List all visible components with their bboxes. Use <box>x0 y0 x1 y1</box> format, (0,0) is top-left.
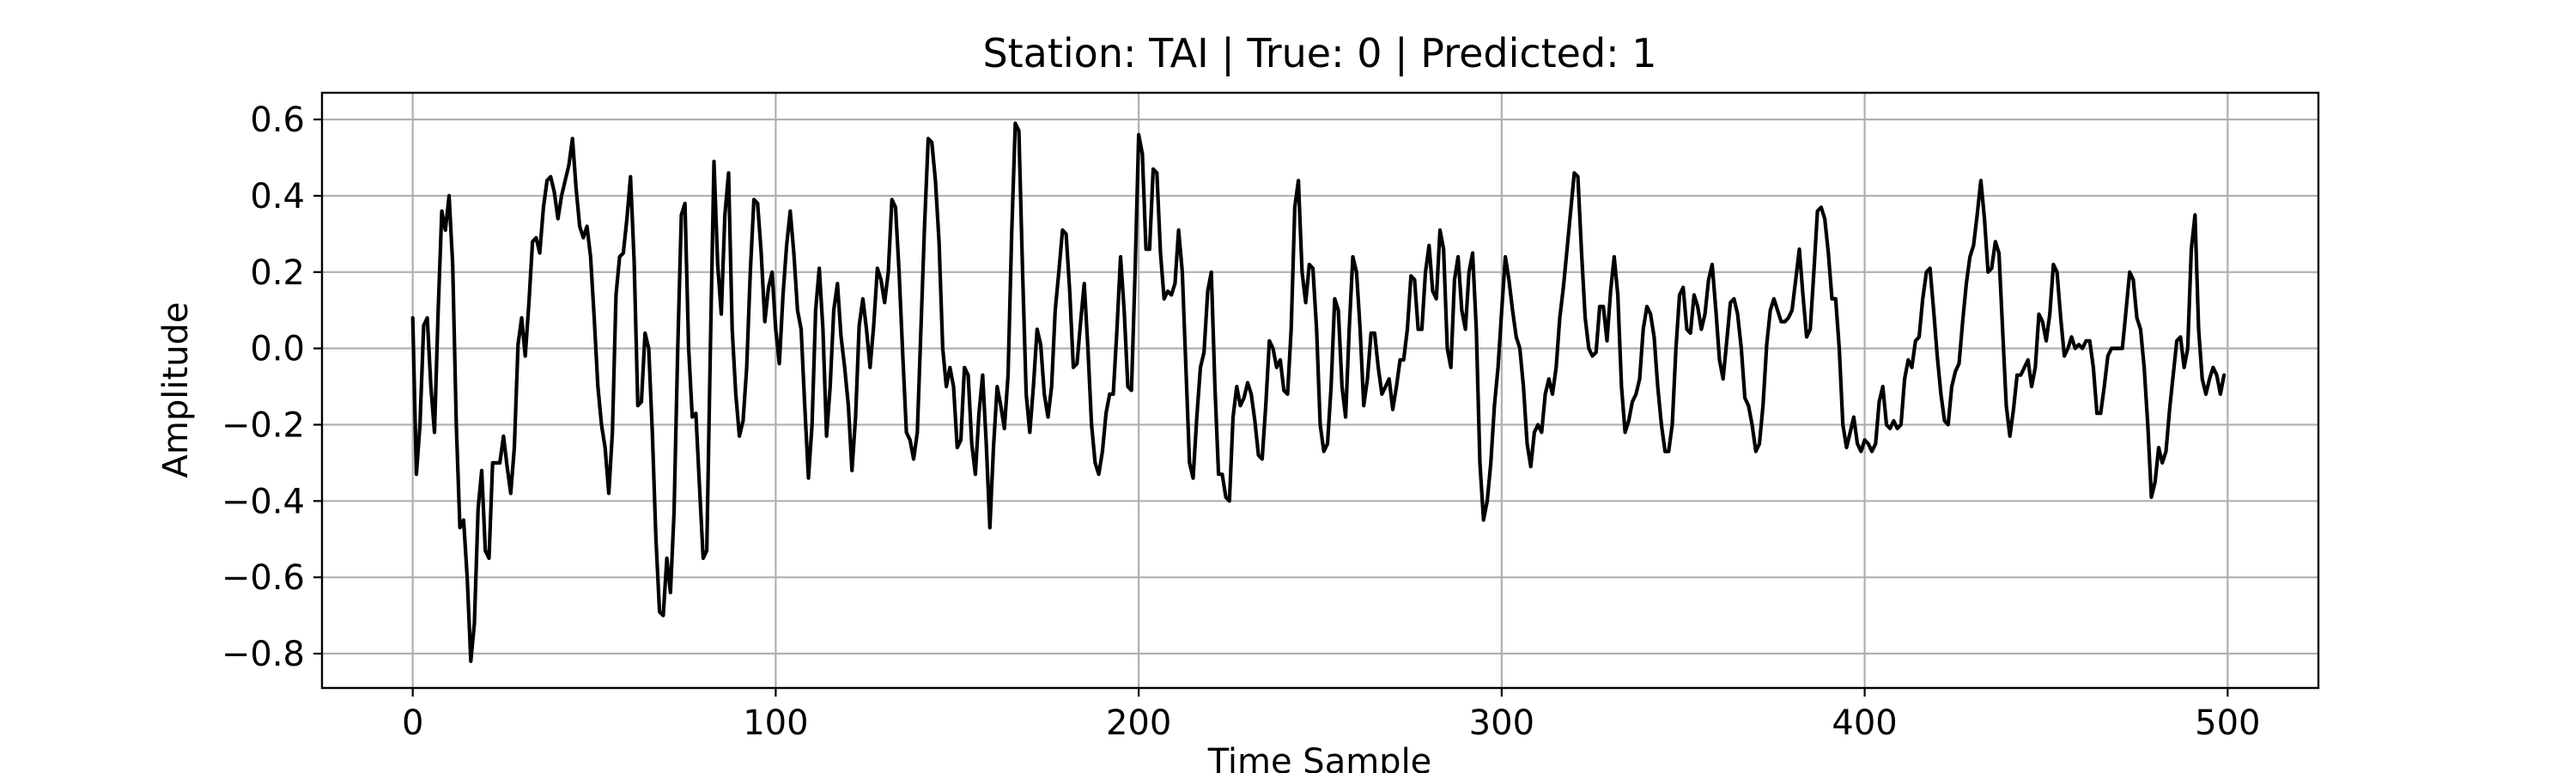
y-tick-label: −0.4 <box>222 482 305 521</box>
x-tick-label: 200 <box>1106 703 1171 743</box>
chart-title: Station: TAI | True: 0 | Predicted: 1 <box>982 30 1656 77</box>
x-tick-label: 500 <box>2195 703 2260 743</box>
grid-lines <box>322 93 2318 688</box>
y-axis-label: Amplitude <box>156 302 196 478</box>
axis-ticks: 0 100 200 300 400 500 −0.8 −0.6 −0.4 −0.2 0.0 0.2 0.… <box>222 100 2261 743</box>
x-tick-label: 400 <box>1832 703 1897 743</box>
plot-frame <box>320 91 2320 690</box>
amplitude-series-line <box>410 121 2227 664</box>
y-tick-label: −0.2 <box>222 405 305 445</box>
x-tick-label: 100 <box>743 703 808 743</box>
x-tick-label: 300 <box>1469 703 1534 743</box>
y-tick-label: 0.0 <box>250 330 305 369</box>
y-tick-label: 0.4 <box>250 177 305 216</box>
y-tick-label: −0.6 <box>222 558 305 598</box>
y-tick-label: 0.2 <box>250 253 305 293</box>
y-tick-label: −0.8 <box>222 635 305 674</box>
y-tick-label: 0.6 <box>250 100 305 140</box>
x-tick-label: 0 <box>402 703 423 743</box>
x-axis-label: Time Sample <box>1207 742 1432 773</box>
